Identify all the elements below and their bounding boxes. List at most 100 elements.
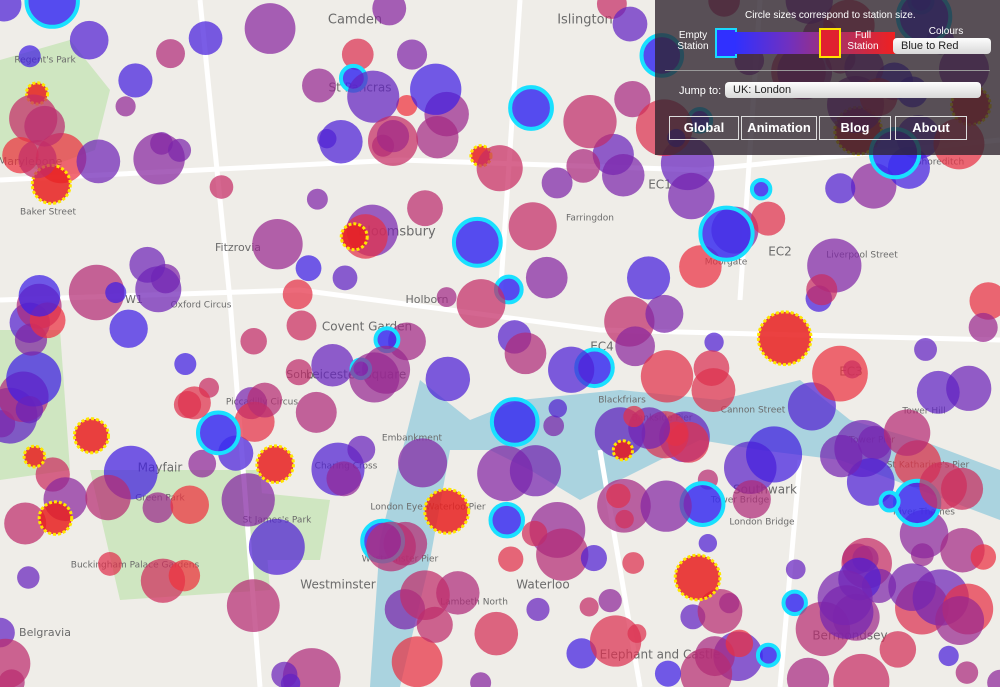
station (347, 435, 376, 464)
station (526, 597, 550, 622)
station (504, 332, 547, 375)
station (282, 279, 313, 310)
jump-select[interactable]: UK: London (725, 82, 981, 98)
station (24, 105, 65, 147)
station (188, 21, 223, 56)
station (820, 434, 863, 478)
station (509, 445, 561, 497)
station (339, 222, 369, 252)
station (416, 606, 453, 643)
station (410, 63, 462, 115)
station (746, 426, 803, 483)
station (968, 312, 998, 342)
place-label: Camden (328, 13, 382, 28)
nav-button[interactable]: Blog (819, 116, 891, 140)
station (541, 167, 573, 199)
station (302, 68, 337, 103)
station (76, 139, 121, 184)
station (612, 6, 648, 42)
station (601, 153, 645, 197)
full-label: Full Station (847, 30, 879, 52)
station (451, 216, 503, 268)
place-label: Regent's Park (14, 56, 76, 66)
station (878, 490, 901, 513)
empty-label: Empty Station (677, 30, 709, 52)
station (563, 94, 617, 149)
station (916, 370, 960, 414)
station (391, 636, 443, 687)
station (548, 346, 595, 393)
place-label: Belgravia (19, 626, 71, 639)
nav-button[interactable]: Global (669, 116, 739, 140)
station (306, 188, 328, 210)
station (17, 566, 40, 589)
station (489, 397, 540, 447)
station (368, 115, 418, 166)
station (295, 255, 322, 282)
station (396, 39, 428, 70)
station (543, 415, 565, 437)
station (548, 399, 567, 418)
station (579, 597, 599, 617)
station (640, 350, 694, 403)
station (888, 563, 936, 611)
station (914, 338, 937, 361)
colours-select[interactable]: Blue to Red (893, 38, 991, 54)
station (606, 483, 631, 508)
station (332, 265, 358, 291)
place-label: Tower Hill (901, 407, 945, 417)
station (195, 410, 241, 456)
station (825, 173, 856, 204)
station (698, 205, 755, 262)
place-label: Buckingham Palace Gardens (71, 561, 200, 571)
nav-button[interactable]: About (895, 116, 967, 140)
station (37, 500, 74, 536)
station (285, 359, 312, 386)
station (640, 480, 692, 532)
station (252, 218, 303, 270)
station (398, 438, 448, 488)
station (311, 343, 354, 387)
station (156, 39, 185, 69)
full-swatch (819, 28, 841, 58)
station (919, 461, 967, 510)
station (755, 642, 781, 668)
station (626, 256, 671, 300)
station (598, 588, 622, 613)
station (425, 356, 471, 402)
station (0, 0, 22, 22)
station (174, 353, 197, 376)
place-label: Farringdon (566, 214, 614, 224)
place-label: EC2 (768, 245, 792, 259)
station (935, 596, 985, 646)
station (436, 287, 457, 308)
station (105, 282, 127, 304)
station (476, 145, 523, 192)
station (955, 661, 979, 684)
station (786, 657, 830, 687)
station (118, 63, 153, 98)
station (286, 310, 317, 341)
station (474, 611, 519, 656)
station (247, 382, 283, 418)
station (97, 552, 122, 576)
station (244, 3, 296, 54)
station (566, 148, 601, 183)
station (271, 661, 298, 687)
separator (665, 70, 990, 71)
place-label: Shoreditch (916, 158, 964, 168)
station (72, 417, 111, 455)
station (812, 345, 868, 402)
place-label: EC1 (648, 178, 672, 192)
station (536, 528, 589, 581)
nav-button[interactable]: Animation (741, 116, 817, 140)
station (69, 20, 109, 60)
station (623, 405, 645, 428)
station (883, 409, 931, 456)
station (423, 487, 471, 535)
station (691, 368, 736, 413)
place-label: Islington (557, 13, 613, 28)
station (85, 474, 131, 521)
station (18, 274, 61, 317)
station (470, 672, 492, 687)
